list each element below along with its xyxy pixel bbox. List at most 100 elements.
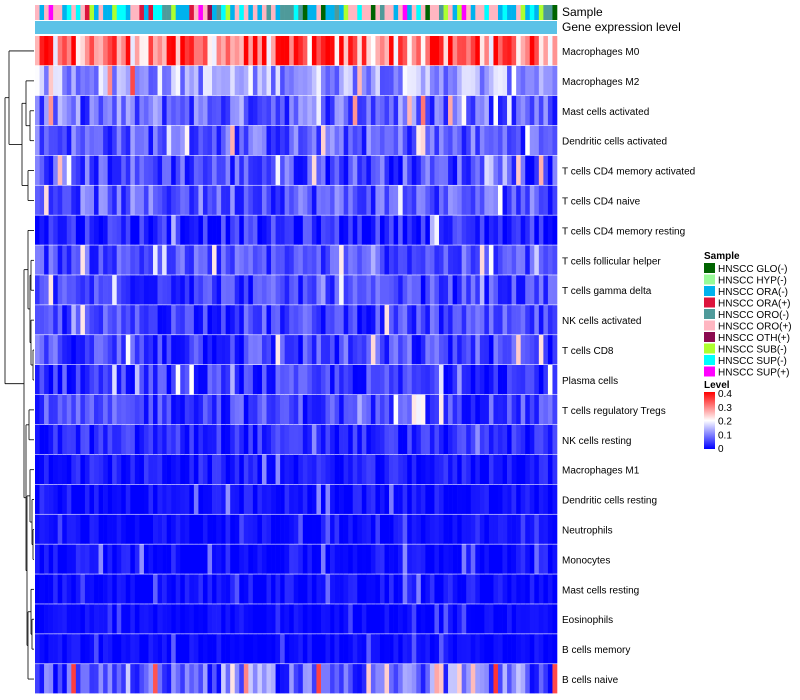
- heatmap-cell: [107, 604, 113, 634]
- heatmap-cell: [448, 365, 453, 395]
- heatmap-cell: [80, 664, 86, 694]
- heatmap-cell: [393, 185, 399, 215]
- heatmap-cell: [166, 514, 172, 544]
- heatmap-cell: [311, 514, 317, 544]
- heatmap-cell: [280, 335, 285, 365]
- heatmap-cell: [547, 365, 553, 395]
- heatmap-cell: [261, 305, 267, 335]
- heatmap-cell: [343, 365, 349, 395]
- heatmap-cell: [393, 125, 399, 156]
- heatmap-cell: [284, 65, 290, 96]
- heatmap-cell: [175, 36, 181, 66]
- heatmap-cell: [357, 604, 363, 634]
- heatmap-cell: [352, 215, 358, 245]
- heatmap-cell: [316, 365, 322, 395]
- heatmap-cell: [425, 95, 431, 126]
- heatmap-cell: [420, 604, 426, 634]
- heatmap-cell: [116, 634, 122, 664]
- heatmap-cell: [180, 574, 186, 604]
- heatmap-cell: [525, 65, 531, 96]
- heatmap-cell: [98, 484, 104, 514]
- heatmap-cell: [484, 634, 490, 664]
- heatmap-cell: [284, 454, 290, 485]
- row-label: T cells regulatory Tregs: [562, 406, 666, 417]
- heatmap-cell: [239, 634, 245, 664]
- heatmap-cell: [529, 365, 535, 395]
- heatmap-cell: [275, 245, 281, 275]
- heatmap-cell: [275, 185, 281, 215]
- heatmap-cell: [180, 514, 186, 544]
- heatmap-cell: [552, 65, 558, 96]
- heatmap-cell: [139, 604, 145, 634]
- heatmap-cell: [393, 36, 399, 66]
- heatmap-cell: [320, 634, 326, 664]
- heatmap-cell: [352, 634, 358, 664]
- heatmap-cell: [189, 484, 195, 514]
- heatmap-cell: [71, 155, 77, 185]
- heatmap-cell: [547, 95, 553, 126]
- heatmap-cell: [107, 95, 113, 126]
- heatmap-cell: [502, 634, 508, 664]
- heatmap-cell: [266, 155, 272, 185]
- heatmap-cell: [248, 185, 254, 215]
- heatmap-cell: [420, 484, 426, 514]
- heatmap-cell: [534, 155, 540, 185]
- heatmap-cell: [325, 215, 331, 245]
- heatmap-cell: [230, 36, 236, 66]
- heatmap-cell: [452, 394, 458, 425]
- heatmap-cell: [143, 65, 149, 96]
- heatmap-cell: [162, 424, 167, 455]
- heatmap-cell: [407, 155, 413, 185]
- heatmap-cell: [425, 365, 431, 395]
- heatmap-cell: [448, 424, 453, 455]
- heatmap-cell: [148, 155, 154, 185]
- heatmap-cell: [94, 424, 99, 455]
- heatmap-cell: [534, 275, 540, 305]
- sample-legend-swatch: [704, 320, 715, 331]
- heatmap-cell: [162, 484, 167, 514]
- heatmap-cell: [307, 574, 313, 604]
- level-legend-tick: 0: [718, 444, 724, 455]
- heatmap-cell: [44, 634, 49, 664]
- heatmap-cell: [62, 36, 68, 66]
- heatmap-cell: [193, 514, 199, 544]
- heatmap-cell: [348, 484, 354, 514]
- heatmap-cell: [516, 634, 521, 664]
- heatmap-cell: [207, 634, 213, 664]
- row-label: Eosinophils: [562, 615, 613, 626]
- heatmap-cell: [143, 305, 149, 335]
- heatmap-cell: [35, 95, 40, 126]
- heatmap-cell: [357, 275, 363, 305]
- heatmap-cell: [316, 544, 322, 574]
- heatmap-cell: [343, 484, 349, 514]
- sample-annotation-cell: [248, 5, 254, 20]
- row-label: NK cells activated: [562, 316, 641, 327]
- heatmap-cell: [429, 245, 435, 275]
- heatmap-cell: [470, 275, 476, 305]
- sample-annotation-cell: [402, 5, 408, 20]
- heatmap-cell: [520, 365, 526, 395]
- heatmap-cell: [316, 215, 322, 245]
- heatmap-cell: [402, 36, 408, 66]
- heatmap-cell: [207, 335, 213, 365]
- heatmap-cell: [66, 185, 72, 215]
- heatmap-cell: [416, 634, 422, 664]
- heatmap-cell: [230, 305, 236, 335]
- heatmap-cell: [311, 95, 317, 126]
- heatmap-cell: [162, 454, 167, 485]
- heatmap-cell: [525, 604, 531, 634]
- heatmap-cell: [484, 245, 490, 275]
- heatmap-cell: [148, 484, 154, 514]
- row-label: Dendritic cells activated: [562, 137, 667, 148]
- heatmap-cell: [325, 544, 331, 574]
- heatmap-cell: [293, 424, 299, 455]
- heatmap-cell: [416, 514, 422, 544]
- heatmap-cell: [370, 215, 376, 245]
- heatmap-cell: [184, 634, 190, 664]
- heatmap-cell: [511, 36, 517, 66]
- heatmap-cell: [302, 514, 308, 544]
- sample-annotation-cell: [547, 5, 553, 20]
- heatmap-cell: [180, 634, 186, 664]
- heatmap-cell: [384, 36, 390, 66]
